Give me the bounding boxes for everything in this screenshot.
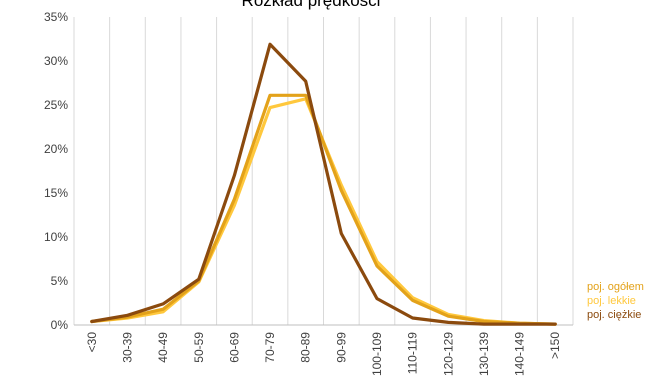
y-tick-label: 20%	[44, 142, 68, 156]
grid-lines	[73, 17, 574, 326]
y-tick-label: 35%	[44, 10, 68, 24]
x-tick-label: 110-119	[406, 332, 420, 375]
x-tick-label: 30-39	[120, 332, 134, 363]
legend-entry: poj. lekkie	[587, 295, 636, 307]
series-line	[90, 93, 557, 326]
x-tick-label: 130-139	[477, 332, 491, 376]
x-tick-label: 100-109	[370, 332, 384, 376]
y-tick-label: 5%	[51, 274, 69, 288]
x-tick-label: 120-129	[441, 332, 455, 376]
y-tick-label: 10%	[44, 230, 68, 244]
legend: poj. ogółem poj. lekkie poj. ciężkie	[587, 281, 644, 321]
x-tick-label: 70-79	[263, 332, 277, 363]
series-line	[90, 42, 557, 326]
y-tick-label: 30%	[44, 54, 68, 68]
chart-title: Rozkład prędkości	[242, 0, 381, 10]
legend-entry: poj. ogółem	[587, 281, 644, 293]
x-tick-label: 50-59	[192, 332, 206, 363]
x-tick-label: 80-89	[299, 332, 313, 363]
x-tick-label: 140-149	[513, 332, 527, 376]
series-group	[90, 42, 557, 326]
x-tick-label: >150	[548, 332, 562, 359]
x-axis: <30 30-39 40-49 50-59 60-69 70-79 80-89 90-99 10…	[85, 332, 562, 376]
y-tick-label: 0%	[51, 318, 69, 332]
x-tick-label: <30	[85, 332, 99, 353]
x-tick-label: 60-69	[227, 332, 241, 363]
y-tick-label: 25%	[44, 98, 68, 112]
legend-entry: poj. ciężkie	[587, 309, 641, 321]
y-tick-label: 15%	[44, 186, 68, 200]
x-tick-label: 40-49	[156, 332, 170, 363]
x-tick-label: 90-99	[334, 332, 348, 363]
y-axis: 0% 5% 10% 15% 20% 25% 30% 35%	[44, 10, 68, 332]
